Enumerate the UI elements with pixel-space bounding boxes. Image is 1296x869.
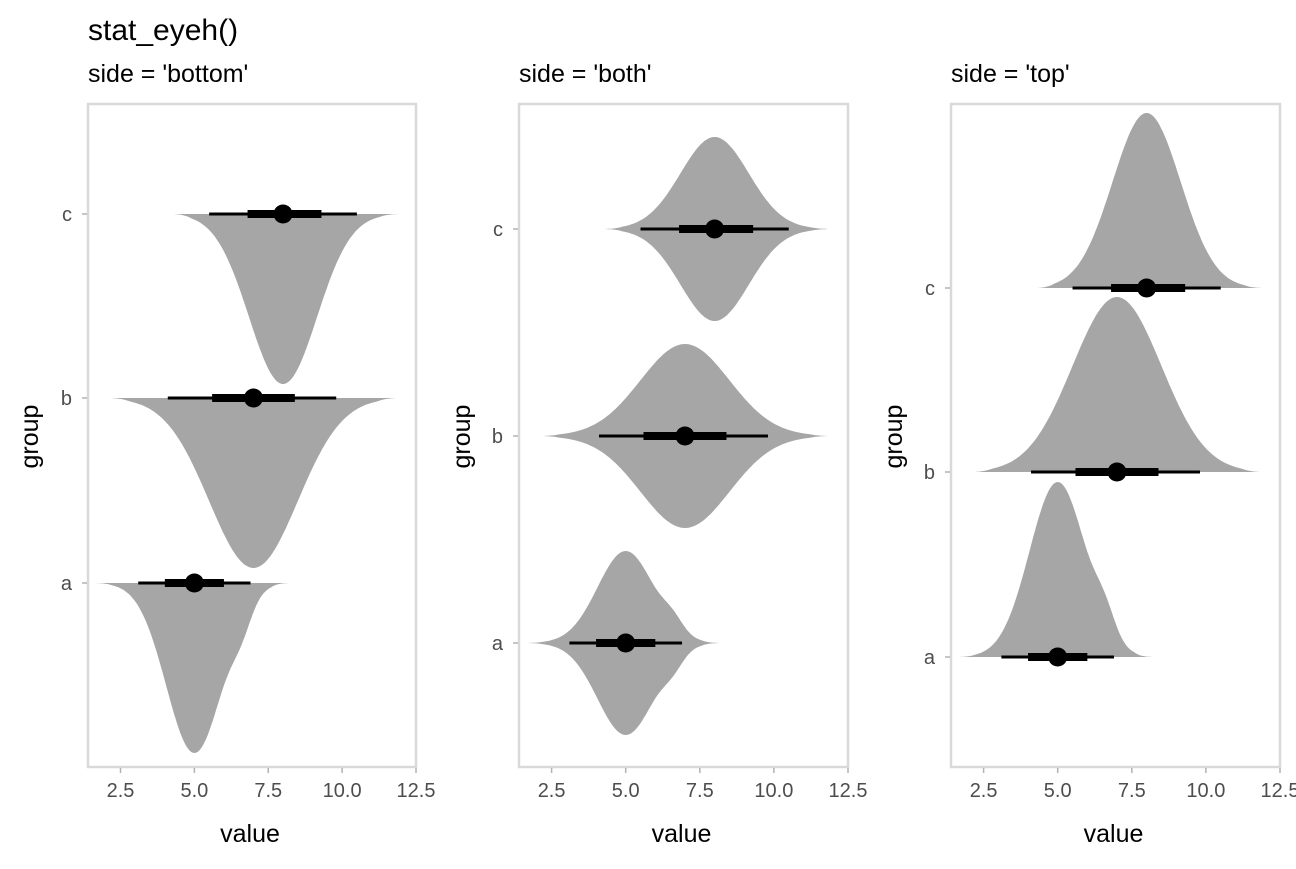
y-axis-title: group xyxy=(16,405,44,469)
median-point-b xyxy=(243,388,263,408)
y-tick-label-b: b xyxy=(492,426,503,448)
x-tick-label: 7.5 xyxy=(254,780,282,802)
x-tick-label: 5.0 xyxy=(180,780,208,802)
density-b xyxy=(974,297,1260,472)
median-point-c xyxy=(705,219,725,239)
panel-subtitle: side = 'both' xyxy=(519,60,652,88)
x-tick-label: 7.5 xyxy=(1118,780,1146,802)
y-tick-label-c: c xyxy=(925,278,935,300)
density-a xyxy=(956,482,1153,657)
panel-both: side = 'both' a b c 2.5 5.0 7.5 10.0 12.5 value gr… xyxy=(448,60,867,848)
x-tick-label: 2.5 xyxy=(970,780,998,802)
panel-bottom: side = 'bottom' a b c 2.5 5.0 7.5 10.0 12.5 value… xyxy=(16,60,435,848)
y-tick-label-a: a xyxy=(61,573,73,595)
x-axis-title: value xyxy=(652,820,712,848)
x-axis-title: value xyxy=(1084,820,1144,848)
median-point-a xyxy=(616,633,636,653)
panel-subtitle: side = 'top' xyxy=(951,60,1070,88)
median-point-b xyxy=(1107,462,1127,482)
median-point-a xyxy=(1048,647,1068,667)
density-b xyxy=(111,398,396,568)
x-tick-label: 10.0 xyxy=(1186,780,1225,802)
y-tick-label-a: a xyxy=(492,633,504,655)
x-tick-label: 7.5 xyxy=(686,780,714,802)
panel-top: side = 'top' a b c 2.5 5.0 7.5 10.0 12.5 value gro… xyxy=(880,60,1296,848)
x-tick-label: 5.0 xyxy=(612,780,640,802)
median-point-a xyxy=(184,573,204,593)
y-axis-title: group xyxy=(448,405,476,469)
y-tick-label-a: a xyxy=(924,647,936,669)
x-tick-label: 5.0 xyxy=(1044,780,1072,802)
x-tick-label: 12.5 xyxy=(1261,780,1296,802)
density-c xyxy=(173,214,399,384)
chart-title: stat_eyeh() xyxy=(88,14,238,47)
x-tick-label: 2.5 xyxy=(107,780,135,802)
x-tick-label: 12.5 xyxy=(829,780,868,802)
density-c xyxy=(1037,113,1263,288)
panel-subtitle: side = 'bottom' xyxy=(88,60,248,88)
y-tick-label-c: c xyxy=(493,219,503,241)
median-point-b xyxy=(675,426,695,446)
y-tick-label-b: b xyxy=(61,388,72,410)
x-axis-title: value xyxy=(220,820,280,848)
density-a xyxy=(93,583,289,753)
median-point-c xyxy=(1137,278,1157,298)
x-tick-label: 12.5 xyxy=(397,780,436,802)
x-tick-label: 10.0 xyxy=(754,780,793,802)
x-tick-label: 10.0 xyxy=(323,780,362,802)
median-point-c xyxy=(273,204,293,224)
y-tick-label-b: b xyxy=(924,462,935,484)
y-axis-title: group xyxy=(880,405,908,469)
y-tick-label-c: c xyxy=(62,204,72,226)
x-tick-label: 2.5 xyxy=(538,780,566,802)
